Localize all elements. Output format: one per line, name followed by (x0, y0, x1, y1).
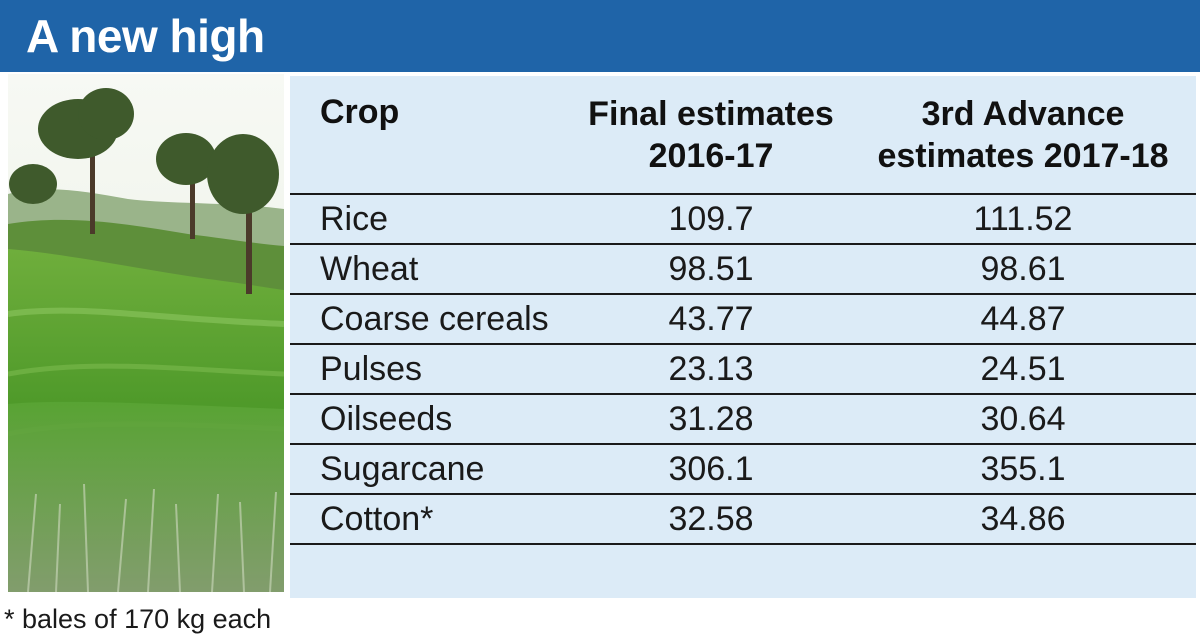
advance-estimate-cell: 30.64 (850, 394, 1196, 445)
rice-field-photo (8, 74, 284, 592)
crop-name-cell: Wheat (290, 244, 572, 295)
advance-estimate-cell: 98.61 (850, 244, 1196, 295)
table-row: Sugarcane 306.1 355.1 (290, 444, 1196, 495)
table-row: Rice 109.7 111.52 (290, 194, 1196, 245)
crop-name-cell: Oilseeds (290, 394, 572, 445)
crop-name-cell: Rice (290, 194, 572, 245)
advance-estimate-cell: 44.87 (850, 294, 1196, 345)
crop-name-cell: Pulses (290, 344, 572, 395)
table-row: Cotton* 32.58 34.86 (290, 494, 1196, 545)
crop-name-cell: Coarse cereals (290, 294, 572, 345)
table-row: Oilseeds 31.28 30.64 (290, 394, 1196, 445)
table-row: Wheat 98.51 98.61 (290, 244, 1196, 295)
final-estimate-cell: 31.28 (572, 394, 850, 445)
crop-name-cell: Sugarcane (290, 444, 572, 495)
column-header-crop: Crop (290, 76, 572, 195)
crop-name-cell: Cotton* (290, 494, 572, 545)
rice-field-illustration (8, 74, 284, 592)
advance-estimate-cell: 355.1 (850, 444, 1196, 495)
column-header-advance-estimates: 3rd Advance estimates 2017-18 (850, 76, 1196, 195)
final-estimate-cell: 43.77 (572, 294, 850, 345)
final-estimate-cell: 109.7 (572, 194, 850, 245)
final-estimate-cell: 23.13 (572, 344, 850, 395)
advance-estimate-cell: 34.86 (850, 494, 1196, 545)
final-estimate-cell: 306.1 (572, 444, 850, 495)
column-header-final-estimates: Final estimates 2016-17 (572, 76, 850, 195)
final-estimate-cell: 98.51 (572, 244, 850, 295)
title-banner: A new high (0, 0, 1200, 72)
table-header-row: Crop Final estimates 2016-17 3rd Advance… (290, 76, 1196, 195)
crop-estimates-table: Crop Final estimates 2016-17 3rd Advance… (290, 76, 1196, 545)
table-row: Coarse cereals 43.77 44.87 (290, 294, 1196, 345)
final-estimate-cell: 32.58 (572, 494, 850, 545)
advance-estimate-cell: 111.52 (850, 194, 1196, 245)
table-row: Pulses 23.13 24.51 (290, 344, 1196, 395)
footnote: * bales of 170 kg each (4, 604, 272, 634)
advance-estimate-cell: 24.51 (850, 344, 1196, 395)
crop-estimates-table-panel: Crop Final estimates 2016-17 3rd Advance… (290, 76, 1196, 598)
chart-title: A new high (26, 10, 265, 62)
